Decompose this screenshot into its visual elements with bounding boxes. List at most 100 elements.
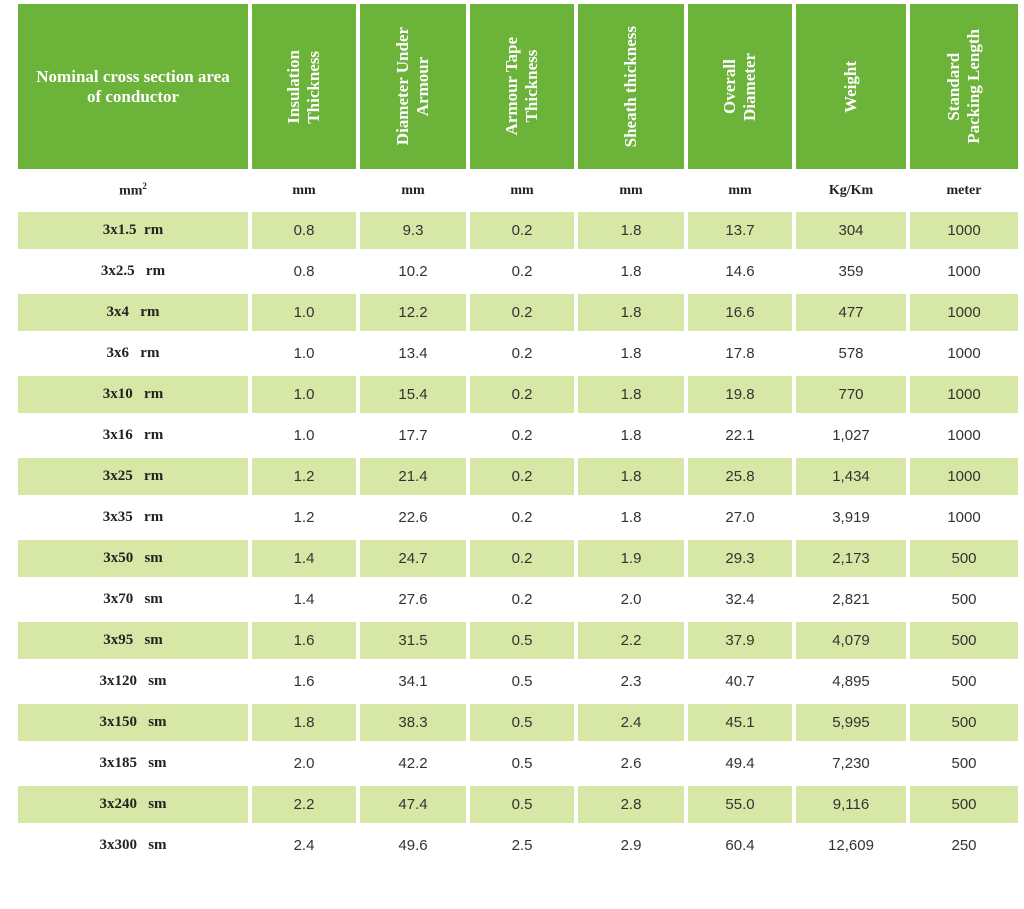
cell-weight: 4,895: [832, 673, 870, 690]
unit-packing-length: meter: [946, 182, 982, 198]
cell-sheath: 2.6: [620, 755, 642, 772]
cell-sheath: 1.8: [578, 458, 684, 495]
cell-overall-diameter: 16.6: [688, 294, 792, 331]
cell-sheath: 2.2: [578, 622, 684, 659]
cell-overall-diameter: 40.7: [725, 673, 755, 690]
cell-insulation: 1.6: [293, 673, 315, 690]
cell-cross-section: 3x150 sm: [18, 704, 248, 741]
table-row: 3x70 sm 1.4 27.6 0.2 2.0 32.4 2,821 500: [18, 581, 1020, 618]
cell-weight: 7,230: [832, 755, 870, 772]
cell-cross-section: 3x50 sm: [18, 540, 248, 577]
cell-diameter-under-armour: 13.4: [398, 345, 428, 362]
cell-overall-diameter: 60.4: [725, 837, 755, 854]
cell-packing-length: 1000: [947, 345, 981, 362]
cell-overall-diameter: 29.3: [688, 540, 792, 577]
cell-packing-length: 1000: [947, 427, 981, 444]
cell-cross-section: 3x4 rm: [18, 294, 248, 331]
cell-armour-tape: 0.2: [511, 263, 533, 280]
table-row: 3x50 sm 1.4 24.7 0.2 1.9 29.3 2,173 500: [18, 540, 1020, 577]
cell-packing-length: 1000: [947, 263, 981, 280]
cell-packing-length: 500: [910, 704, 1018, 741]
cell-armour-tape: 0.5: [511, 673, 533, 690]
table-row: 3x2.5 rm 0.8 10.2 0.2 1.8 14.6 359 1000: [18, 253, 1020, 290]
cell-weight: 4,079: [796, 622, 906, 659]
header-overall-diameter: Overall Diameter: [688, 4, 792, 169]
cell-cross-section: 3x240 sm: [18, 786, 248, 823]
cell-weight: 5,995: [796, 704, 906, 741]
cell-packing-length: 1000: [910, 458, 1018, 495]
cell-sheath: 2.3: [620, 673, 642, 690]
cell-weight: 3,919: [832, 509, 870, 526]
cell-packing-length: 250: [951, 837, 977, 854]
table-row: 3x120 sm 1.6 34.1 0.5 2.3 40.7 4,895 500: [18, 663, 1020, 700]
cell-armour-tape: 0.2: [511, 509, 533, 526]
cell-cross-section: 3x16 rm: [102, 427, 164, 443]
cell-weight: 304: [796, 212, 906, 249]
cell-diameter-under-armour: 31.5: [360, 622, 466, 659]
table-row: 3x4 rm 1.0 12.2 0.2 1.8 16.6 477 1000: [18, 294, 1020, 331]
cell-cross-section: 3x70 sm: [103, 591, 163, 607]
cell-weight: 1,434: [796, 458, 906, 495]
table-row: 3x240 sm 2.2 47.4 0.5 2.8 55.0 9,116 500: [18, 786, 1020, 823]
header-sheath: Sheath thickness: [578, 4, 684, 169]
cell-cross-section: 3x185 sm: [99, 755, 167, 771]
header-armour-tape: Armour Tape Thickness: [470, 4, 574, 169]
cell-sheath: 2.8: [578, 786, 684, 823]
cell-armour-tape: 0.2: [470, 540, 574, 577]
unit-diameter-under-armour: mm: [401, 182, 425, 198]
cell-diameter-under-armour: 21.4: [360, 458, 466, 495]
cell-cross-section: 3x95 sm: [18, 622, 248, 659]
cell-armour-tape: 0.2: [470, 458, 574, 495]
cell-weight: 12,609: [828, 837, 874, 854]
cell-armour-tape: 0.5: [470, 704, 574, 741]
table-row: 3x185 sm 2.0 42.2 0.5 2.6 49.4 7,230 500: [18, 745, 1020, 782]
cell-weight: 770: [796, 376, 906, 413]
cell-insulation: 2.0: [293, 755, 315, 772]
cell-sheath: 2.4: [578, 704, 684, 741]
cell-armour-tape: 0.2: [470, 212, 574, 249]
cell-insulation: 1.2: [252, 458, 356, 495]
cell-insulation: 0.8: [293, 263, 315, 280]
cell-packing-length: 500: [910, 786, 1018, 823]
cell-cross-section: 3x35 rm: [102, 509, 164, 525]
cell-insulation: 1.0: [293, 427, 315, 444]
table-row: 3x25 rm 1.2 21.4 0.2 1.8 25.8 1,434 1000: [18, 458, 1020, 495]
cell-weight: 2,173: [796, 540, 906, 577]
cell-insulation: 1.0: [293, 345, 315, 362]
table-row: 3x95 sm 1.6 31.5 0.5 2.2 37.9 4,079 500: [18, 622, 1020, 659]
cell-diameter-under-armour: 17.7: [398, 427, 428, 444]
cell-overall-diameter: 45.1: [688, 704, 792, 741]
cell-sheath: 2.9: [620, 837, 642, 854]
cell-sheath: 1.8: [578, 376, 684, 413]
cell-overall-diameter: 13.7: [688, 212, 792, 249]
cell-insulation: 1.8: [252, 704, 356, 741]
cell-armour-tape: 2.5: [511, 837, 533, 854]
cell-packing-length: 500: [951, 673, 977, 690]
unit-weight: Kg/Km: [828, 182, 874, 198]
cell-sheath: 2.0: [620, 591, 642, 608]
table-row: 3x16 rm 1.0 17.7 0.2 1.8 22.1 1,027 1000: [18, 417, 1020, 454]
cell-overall-diameter: 32.4: [725, 591, 755, 608]
cell-armour-tape: 0.2: [511, 345, 533, 362]
unit-overall-diameter: mm: [728, 182, 752, 198]
cell-diameter-under-armour: 49.6: [398, 837, 428, 854]
cell-sheath: 1.9: [578, 540, 684, 577]
cell-insulation: 1.6: [252, 622, 356, 659]
cell-insulation: 2.4: [293, 837, 315, 854]
cell-packing-length: 500: [951, 591, 977, 608]
cell-sheath: 1.8: [578, 212, 684, 249]
header-row: Nominal cross section area of conductor …: [18, 4, 1020, 169]
cell-sheath: 1.8: [620, 509, 642, 526]
cell-diameter-under-armour: 27.6: [398, 591, 428, 608]
cell-diameter-under-armour: 42.2: [398, 755, 428, 772]
cell-overall-diameter: 49.4: [725, 755, 755, 772]
cell-diameter-under-armour: 15.4: [360, 376, 466, 413]
cell-insulation: 1.2: [293, 509, 315, 526]
cell-insulation: 1.0: [252, 376, 356, 413]
cell-weight: 477: [796, 294, 906, 331]
cell-insulation: 1.4: [252, 540, 356, 577]
cell-cross-section: 3x300 sm: [99, 837, 167, 853]
cell-diameter-under-armour: 38.3: [360, 704, 466, 741]
cell-packing-length: 500: [951, 755, 977, 772]
cell-overall-diameter: 37.9: [688, 622, 792, 659]
